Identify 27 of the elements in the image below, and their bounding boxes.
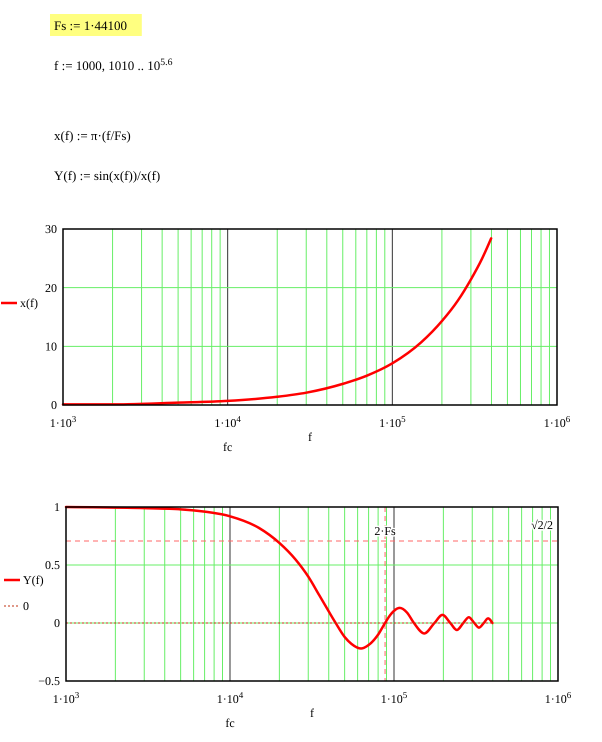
- x-tick-label: 1·10$^{5}$: [379, 414, 406, 430]
- y-tick-label: 1: [54, 500, 60, 514]
- x-tick-label: 1·10$^{6}$: [544, 414, 571, 430]
- y-tick-label: 0: [54, 616, 60, 630]
- y-tick-label: 0: [51, 398, 57, 412]
- y-tick-label: 20: [45, 280, 57, 295]
- y-tick-label: 0.5: [45, 558, 60, 572]
- text: f := 1000, 1010 .. 10$^{5.6}$: [54, 56, 173, 73]
- x-tick-label: 1·10$^{4}$: [216, 690, 244, 706]
- y-tick-label: −0.5: [38, 674, 60, 688]
- x-tick-label: 1·10$^{6}$: [544, 690, 572, 706]
- y-tick-label: 10: [45, 340, 57, 354]
- text: Y(f) := sin(x(f))/x(f): [54, 168, 160, 183]
- x-axis-title: f: [310, 706, 314, 720]
- y-tick-label: 30: [45, 222, 57, 236]
- legend-label: Y(f): [23, 573, 44, 587]
- text: fc: [225, 716, 235, 730]
- x-tick-label: 1·10$^{3}$: [50, 414, 77, 430]
- x-axis-title: f: [308, 430, 312, 444]
- legend-label: x(f): [20, 296, 38, 310]
- legend-label: 0: [23, 599, 29, 613]
- text: x(f) := π·(f/Fs): [54, 128, 131, 143]
- text: Fs := 1·44100: [54, 18, 128, 33]
- x-tick-label: 1·10$^{3}$: [52, 690, 80, 706]
- x-tick-label: 1·10$^{4}$: [214, 414, 242, 430]
- text: fc: [223, 440, 232, 454]
- x-tick-label: 1·10$^{5}$: [380, 690, 408, 706]
